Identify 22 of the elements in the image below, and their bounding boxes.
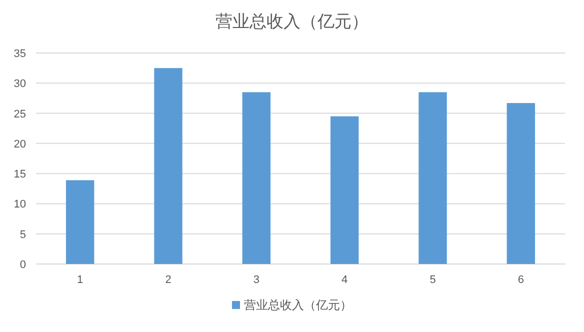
y-tick-label: 15 bbox=[14, 168, 26, 181]
y-tick-label: 10 bbox=[14, 198, 26, 211]
bar bbox=[506, 103, 536, 264]
x-tick-label: 6 bbox=[518, 274, 524, 286]
x-tick-label: 4 bbox=[342, 274, 348, 286]
bar bbox=[418, 92, 447, 264]
legend-label: 营业总收入（亿元） bbox=[244, 298, 352, 312]
y-tick-label: 30 bbox=[14, 78, 26, 90]
bar bbox=[154, 68, 182, 264]
y-tick-label: 20 bbox=[14, 138, 26, 150]
y-tick-label: 0 bbox=[20, 259, 26, 271]
bar bbox=[66, 180, 94, 264]
y-tick-label: 35 bbox=[14, 48, 26, 60]
bar bbox=[242, 92, 271, 264]
y-tick-label: 25 bbox=[14, 108, 26, 120]
bar bbox=[330, 116, 359, 264]
chart-title: 营业总收入（亿元） bbox=[216, 12, 368, 31]
x-tick-label: 3 bbox=[253, 274, 260, 286]
x-tick-label: 5 bbox=[430, 274, 436, 286]
x-tick-label: 1 bbox=[77, 274, 84, 286]
y-tick-label: 5 bbox=[20, 228, 26, 241]
x-tick-label: 2 bbox=[165, 274, 172, 286]
